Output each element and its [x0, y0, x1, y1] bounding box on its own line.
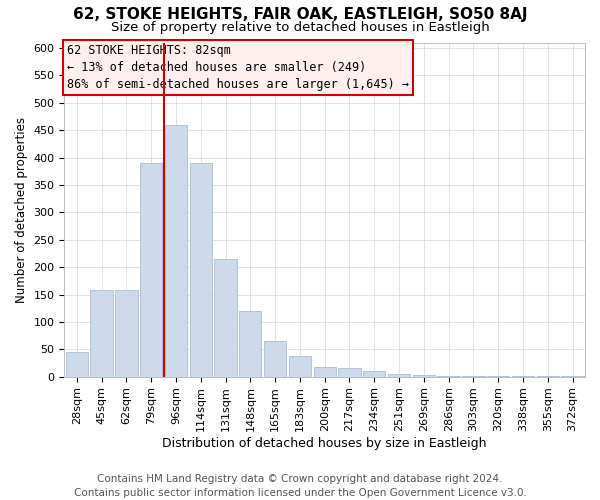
Text: 62, STOKE HEIGHTS, FAIR OAK, EASTLEIGH, SO50 8AJ: 62, STOKE HEIGHTS, FAIR OAK, EASTLEIGH, …: [73, 8, 527, 22]
Bar: [239, 311, 262, 376]
Bar: [214, 259, 236, 376]
Bar: [264, 341, 286, 376]
Bar: [65, 352, 88, 376]
Text: 62 STOKE HEIGHTS: 82sqm
← 13% of detached houses are smaller (249)
86% of semi-d: 62 STOKE HEIGHTS: 82sqm ← 13% of detache…: [67, 44, 409, 91]
Bar: [190, 163, 212, 376]
Bar: [91, 290, 113, 376]
Bar: [413, 375, 435, 376]
Text: Contains HM Land Registry data © Crown copyright and database right 2024.
Contai: Contains HM Land Registry data © Crown c…: [74, 474, 526, 498]
Bar: [165, 124, 187, 376]
Bar: [314, 367, 336, 376]
X-axis label: Distribution of detached houses by size in Eastleigh: Distribution of detached houses by size …: [163, 437, 487, 450]
Bar: [338, 368, 361, 376]
Bar: [115, 290, 137, 376]
Bar: [363, 371, 385, 376]
Bar: [140, 163, 163, 376]
Y-axis label: Number of detached properties: Number of detached properties: [15, 116, 28, 302]
Bar: [388, 374, 410, 376]
Bar: [289, 356, 311, 376]
Text: Size of property relative to detached houses in Eastleigh: Size of property relative to detached ho…: [110, 21, 490, 34]
